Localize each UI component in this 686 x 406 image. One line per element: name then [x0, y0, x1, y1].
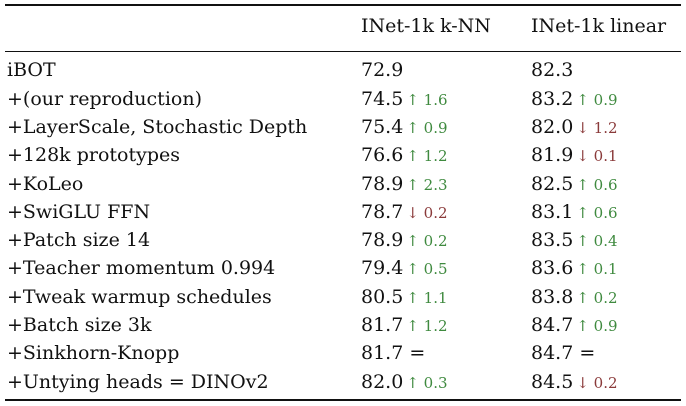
- knn-value: 78.9: [361, 229, 403, 251]
- linear-cell: 84.7 =: [531, 339, 595, 367]
- linear-value: 83.2: [531, 88, 573, 110]
- linear-cell: 83.2 ↑ 0.9: [531, 85, 618, 114]
- table-row: +KoLeo 78.9 ↑ 2.3 82.5 ↑ 0.6: [0, 170, 686, 198]
- linear-value: 82.3: [531, 59, 573, 81]
- linear-value: 83.5: [531, 229, 573, 251]
- method-cell: +Batch size 3k: [7, 311, 152, 339]
- method-cell: iBOT: [7, 56, 56, 84]
- linear-cell: 83.1 ↑ 0.6: [531, 198, 618, 227]
- knn-value: 76.6: [361, 144, 403, 166]
- table-row: +LayerScale, Stochastic Depth 75.4 ↑ 0.9 …: [0, 113, 686, 141]
- knn-delta: ↑ 0.5: [406, 260, 447, 278]
- method-cell: +Teacher momentum 0.994: [7, 254, 275, 282]
- knn-delta: ↑ 0.3: [406, 374, 447, 392]
- knn-cell: 76.6 ↑ 1.2: [361, 141, 448, 170]
- header-rule: [5, 51, 681, 52]
- linear-value: 84.5: [531, 371, 573, 393]
- knn-delta: ↑ 0.9: [406, 119, 447, 137]
- method-cell: +KoLeo: [7, 170, 83, 198]
- knn-delta: ↑ 2.3: [406, 176, 447, 194]
- knn-delta: ↓ 0.2: [406, 204, 447, 222]
- linear-delta: ↑ 0.4: [576, 232, 617, 250]
- linear-value: 83.8: [531, 286, 573, 308]
- linear-cell: 83.8 ↑ 0.2: [531, 283, 618, 312]
- knn-cell: 80.5 ↑ 1.1: [361, 283, 448, 312]
- knn-delta: ↑ 1.6: [406, 91, 447, 109]
- linear-delta: ↑ 0.2: [576, 289, 617, 307]
- knn-cell: 75.4 ↑ 0.9: [361, 113, 448, 142]
- knn-value: 72.9: [361, 59, 403, 81]
- method-cell: +LayerScale, Stochastic Depth: [7, 113, 307, 141]
- knn-value: 75.4: [361, 116, 403, 138]
- table-row: +Untying heads = DINOv2 82.0 ↑ 0.3 84.5 ↓ …: [0, 368, 686, 396]
- knn-value: 81.7 =: [361, 342, 425, 364]
- knn-value: 82.0: [361, 371, 403, 393]
- knn-cell: 78.7 ↓ 0.2: [361, 198, 448, 227]
- table-row: +Patch size 14 78.9 ↑ 0.2 83.5 ↑ 0.4: [0, 226, 686, 254]
- knn-value: 79.4: [361, 257, 403, 279]
- table-row: iBOT 72.9 82.3: [0, 56, 686, 84]
- method-cell: +Sinkhorn-Knopp: [7, 339, 179, 367]
- knn-cell: 78.9 ↑ 0.2: [361, 226, 448, 255]
- linear-value: 84.7 =: [531, 342, 595, 364]
- linear-cell: 82.0 ↓ 1.2: [531, 113, 618, 142]
- linear-delta: ↑ 0.1: [576, 260, 617, 278]
- table-row: +128k prototypes 76.6 ↑ 1.2 81.9 ↓ 0.1: [0, 141, 686, 169]
- top-rule: [5, 4, 681, 6]
- linear-value: 83.1: [531, 201, 573, 223]
- knn-cell: 81.7 =: [361, 339, 425, 367]
- method-cell: +Untying heads = DINOv2: [7, 368, 269, 396]
- knn-cell: 78.9 ↑ 2.3: [361, 170, 448, 199]
- linear-delta: ↑ 0.9: [576, 317, 617, 335]
- linear-cell: 83.6 ↑ 0.1: [531, 254, 618, 283]
- knn-delta: ↑ 1.1: [406, 289, 447, 307]
- linear-delta: ↑ 0.6: [576, 176, 617, 194]
- method-cell: +SwiGLU FFN: [7, 198, 150, 226]
- table-row: +Batch size 3k 81.7 ↑ 1.2 84.7 ↑ 0.9: [0, 311, 686, 339]
- knn-value: 78.7: [361, 201, 403, 223]
- linear-cell: 82.5 ↑ 0.6: [531, 170, 618, 199]
- linear-value: 84.7: [531, 314, 573, 336]
- linear-delta: ↓ 0.2: [576, 374, 617, 392]
- linear-delta: ↑ 0.9: [576, 91, 617, 109]
- knn-cell: 82.0 ↑ 0.3: [361, 368, 448, 397]
- table-row: +Tweak warmup schedules 80.5 ↑ 1.1 83.8 ↑ …: [0, 283, 686, 311]
- knn-cell: 74.5 ↑ 1.6: [361, 85, 448, 114]
- table-row: +(our reproduction) 74.5 ↑ 1.6 83.2 ↑ 0.9: [0, 85, 686, 113]
- knn-cell: 79.4 ↑ 0.5: [361, 254, 448, 283]
- linear-cell: 81.9 ↓ 0.1: [531, 141, 618, 170]
- table-row: +Teacher momentum 0.994 79.4 ↑ 0.5 83.6 ↑ …: [0, 254, 686, 282]
- linear-cell: 82.3: [531, 56, 573, 84]
- knn-delta: ↑ 0.2: [406, 232, 447, 250]
- method-cell: +(our reproduction): [7, 85, 202, 113]
- linear-value: 81.9: [531, 144, 573, 166]
- knn-value: 81.7: [361, 314, 403, 336]
- table-row: +Sinkhorn-Knopp 81.7 = 84.7 =: [0, 339, 686, 367]
- knn-delta: ↑ 1.2: [406, 147, 447, 165]
- linear-cell: 84.5 ↓ 0.2: [531, 368, 618, 397]
- knn-value: 80.5: [361, 286, 403, 308]
- linear-delta: ↑ 0.6: [576, 204, 617, 222]
- header-linear: INet-1k linear: [531, 15, 666, 37]
- knn-value: 74.5: [361, 88, 403, 110]
- linear-delta: ↓ 0.1: [576, 147, 617, 165]
- header-knn: INet-1k k-NN: [361, 15, 491, 37]
- linear-cell: 84.7 ↑ 0.9: [531, 311, 618, 340]
- knn-value: 78.9: [361, 173, 403, 195]
- linear-value: 82.0: [531, 116, 573, 138]
- knn-delta: ↑ 1.2: [406, 317, 447, 335]
- linear-value: 83.6: [531, 257, 573, 279]
- table-row: +SwiGLU FFN 78.7 ↓ 0.2 83.1 ↑ 0.6: [0, 198, 686, 226]
- linear-value: 82.5: [531, 173, 573, 195]
- method-cell: +Patch size 14: [7, 226, 150, 254]
- linear-cell: 83.5 ↑ 0.4: [531, 226, 618, 255]
- method-cell: +128k prototypes: [7, 141, 180, 169]
- bottom-rule: [5, 399, 681, 401]
- knn-cell: 72.9: [361, 56, 403, 84]
- linear-delta: ↓ 1.2: [576, 119, 617, 137]
- method-cell: +Tweak warmup schedules: [7, 283, 272, 311]
- knn-cell: 81.7 ↑ 1.2: [361, 311, 448, 340]
